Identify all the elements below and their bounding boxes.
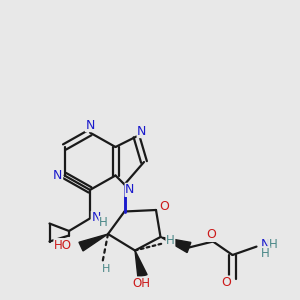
Text: HO: HO [54, 238, 72, 252]
Text: N: N [261, 238, 270, 251]
Text: H: H [166, 234, 175, 247]
Text: N: N [85, 118, 95, 132]
Text: H: H [99, 216, 108, 230]
Text: N: N [137, 124, 147, 138]
Polygon shape [135, 250, 147, 278]
Text: O: O [221, 276, 231, 289]
Text: H: H [261, 247, 270, 260]
Text: N: N [91, 211, 101, 224]
Text: OH: OH [132, 277, 150, 290]
Text: N: N [125, 183, 135, 196]
Text: O: O [160, 200, 169, 214]
Text: N: N [53, 169, 63, 182]
Text: O: O [207, 228, 216, 242]
Polygon shape [79, 234, 108, 251]
Polygon shape [160, 237, 191, 253]
Text: H: H [102, 264, 111, 274]
Text: H: H [268, 238, 278, 251]
